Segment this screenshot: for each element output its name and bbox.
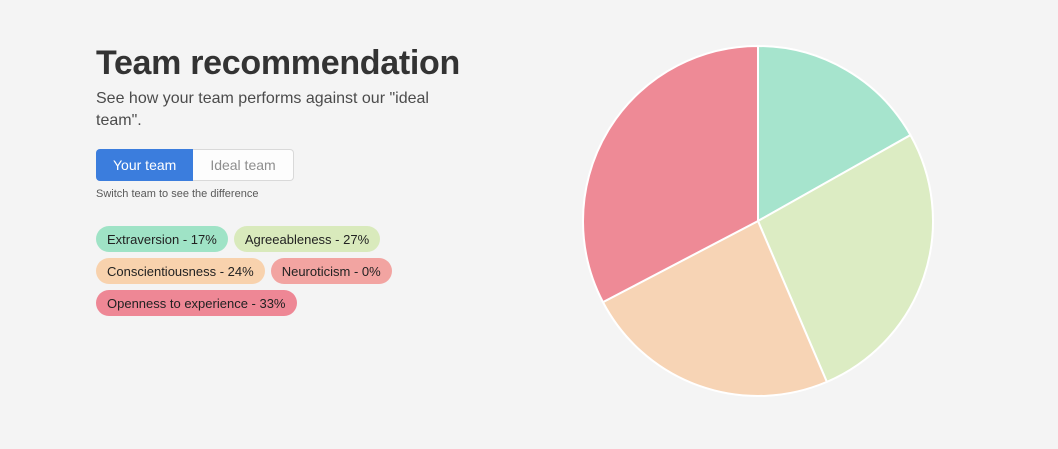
trait-badges: Extraversion - 17% Agreeableness - 27% Con… [96, 226, 461, 316]
trait-badge: Extraversion - 17% [96, 226, 228, 252]
pie-slice-openness-to-experience[interactable] [582, 45, 759, 304]
pie-slice-agreeableness[interactable] [757, 134, 934, 383]
page-subtitle: See how your team performs against our "… [96, 90, 429, 129]
pie-slice-conscientiousness[interactable] [601, 220, 828, 397]
team-recommendation-panel: Team recommendation See how your team pe… [96, 42, 461, 316]
team-toggle: Your team Ideal team [96, 149, 294, 181]
trait-badge: Agreeableness - 27% [233, 226, 381, 252]
page-title: Team recommendation [96, 44, 460, 82]
trait-badge: Openness to experience - 33% [96, 290, 297, 316]
pie-chart[interactable] [581, 44, 935, 398]
trait-badge: Neuroticism - 0% [270, 258, 392, 284]
tab-ideal-team[interactable]: Ideal team [193, 149, 294, 181]
pie-slices [582, 45, 934, 397]
pie-chart-svg [582, 45, 934, 397]
helper-text: Switch team to see the difference [96, 188, 259, 200]
pie-slice-extraversion[interactable] [757, 45, 912, 222]
tab-your-team[interactable]: Your team [96, 149, 194, 181]
trait-badge: Conscientiousness - 24% [96, 258, 265, 284]
